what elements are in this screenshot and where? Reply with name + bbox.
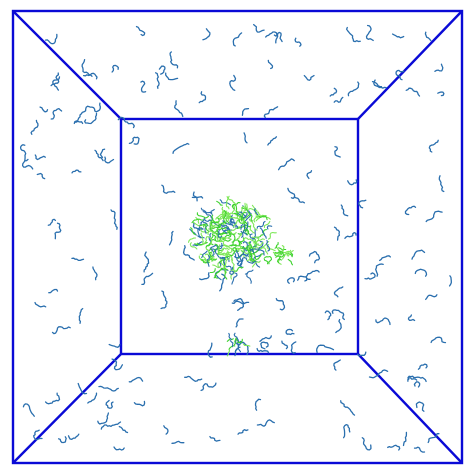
simulation-box-render (0, 0, 475, 472)
simulation-viewport (0, 0, 475, 472)
